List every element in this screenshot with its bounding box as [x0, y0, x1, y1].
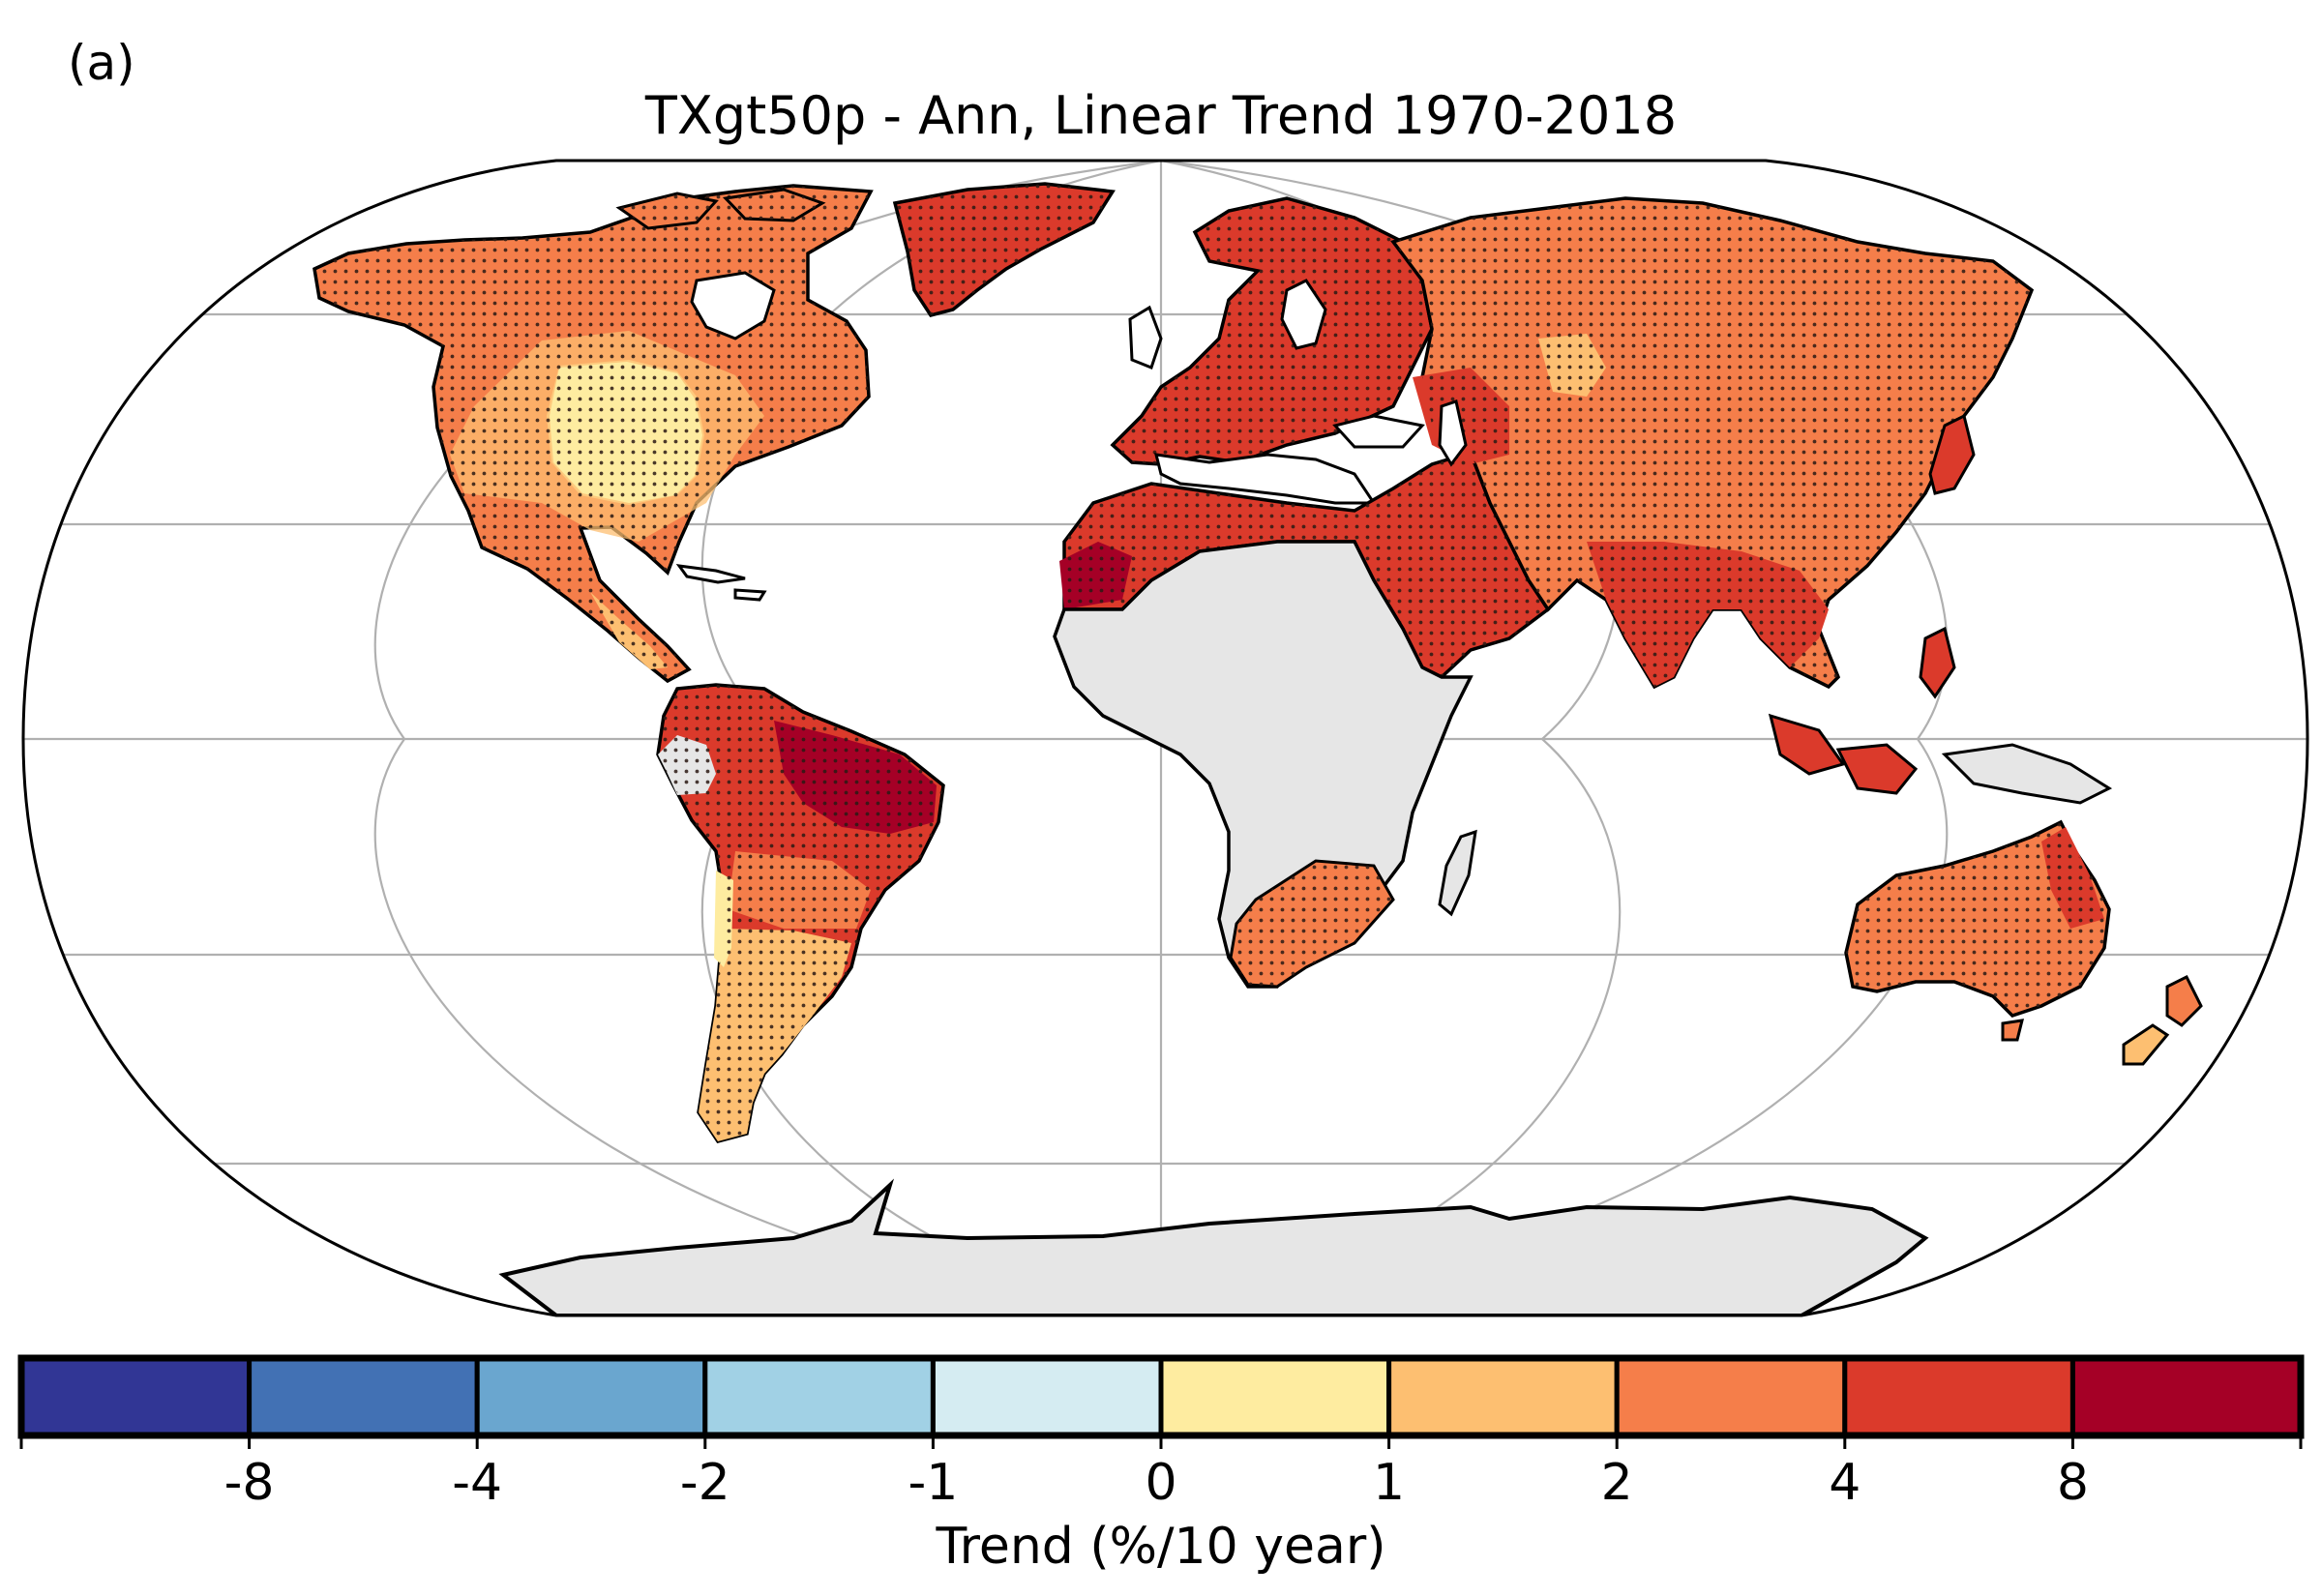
map-boundary — [21, 159, 2309, 1317]
north-africa-middle-east — [1059, 450, 1551, 680]
maritime-southeast-asia — [1768, 626, 2113, 805]
colorbar-tick-label-5: 1 — [1373, 1454, 1405, 1512]
colorbar: -8 -4 -2 -1 0 1 2 4 8 Trend (%/10 year) — [17, 1354, 2305, 1576]
colorbar-bin-8 — [1842, 1355, 2075, 1438]
colorbar-bin-1 — [247, 1355, 480, 1438]
colorbar-tick-label-7: 4 — [1829, 1454, 1861, 1512]
colorbar-tick-label-6: 2 — [1601, 1454, 1633, 1512]
panel-label: (a) — [68, 35, 135, 91]
europe — [1110, 196, 1434, 505]
australia — [1844, 819, 2203, 1066]
asia — [1390, 196, 2035, 690]
antarctica — [498, 1178, 1929, 1315]
colorbar-tick-label-2: -2 — [680, 1454, 730, 1512]
south-america — [656, 683, 945, 1144]
greenland — [892, 182, 1116, 318]
colorbar-tick-label-4: 0 — [1145, 1454, 1176, 1512]
colorbar-tick-label-8: 8 — [2057, 1454, 2089, 1512]
colorbar-bin-0 — [18, 1355, 253, 1438]
north-america — [313, 184, 874, 684]
colorbar-bin-6 — [1386, 1355, 1620, 1438]
colorbar-bin-4 — [930, 1355, 1164, 1438]
colorbar-tick-label-1: -4 — [452, 1454, 502, 1512]
colorbar-bin-7 — [1614, 1355, 1848, 1438]
colorbar-tick-label-0: -8 — [224, 1454, 275, 1512]
caribbean-islands — [675, 564, 767, 602]
colorbar-bin-2 — [474, 1355, 708, 1438]
africa — [1053, 540, 1477, 989]
colorbar-bin-3 — [702, 1355, 936, 1438]
chart-title: TXgt50p - Ann, Linear Trend 1970-2018 — [644, 85, 1677, 146]
world-map — [23, 161, 2307, 1315]
colorbar-label: Trend (%/10 year) — [935, 1518, 1385, 1576]
colorbar-bin-9 — [2069, 1355, 2304, 1438]
colorbar-bin-5 — [1158, 1355, 1392, 1438]
colorbar-tick-label-3: -1 — [908, 1454, 958, 1512]
